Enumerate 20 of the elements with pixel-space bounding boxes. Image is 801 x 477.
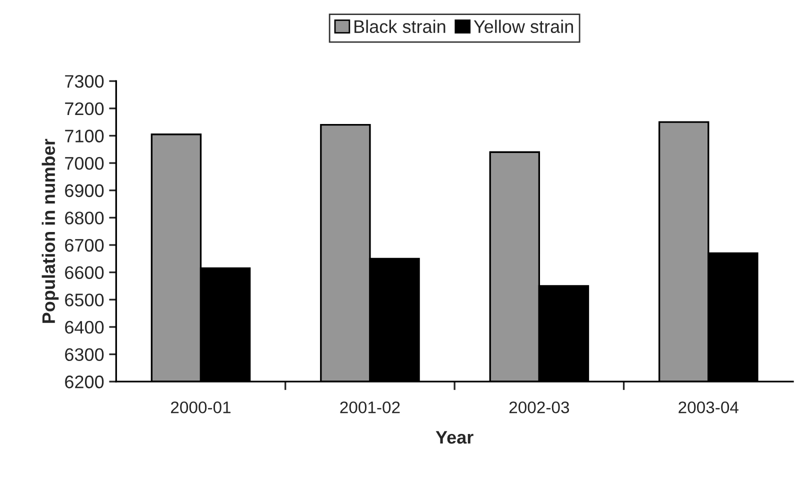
x-axis-title: Year <box>436 431 474 444</box>
legend-label: Black strain <box>354 20 446 34</box>
y-tick-label: 6800 <box>65 212 104 224</box>
y-tick-label: 6400 <box>65 320 104 334</box>
y-tick-label: 6900 <box>65 184 104 198</box>
x-tick-label: 2003-04 <box>678 401 738 414</box>
x-tick-label: 2000-01 <box>171 401 231 414</box>
legend-label: Yellow strain <box>474 20 573 34</box>
x-tick-label: 2001-02 <box>340 401 400 414</box>
y-tick-label: 7200 <box>65 102 104 116</box>
y-tick-label: 6300 <box>65 348 104 361</box>
y-tick-label: 6600 <box>65 266 104 280</box>
y-tick-label: 7000 <box>65 156 104 170</box>
y-axis-title: Population in number <box>42 138 59 323</box>
y-tick-label: 6200 <box>65 376 104 388</box>
y-tick-label: 6700 <box>65 238 104 252</box>
y-tick-label: 7100 <box>65 130 104 142</box>
y-tick-label: 6500 <box>65 294 104 306</box>
x-tick-label: 2002-03 <box>509 401 570 414</box>
y-tick-label: 7300 <box>65 75 104 88</box>
